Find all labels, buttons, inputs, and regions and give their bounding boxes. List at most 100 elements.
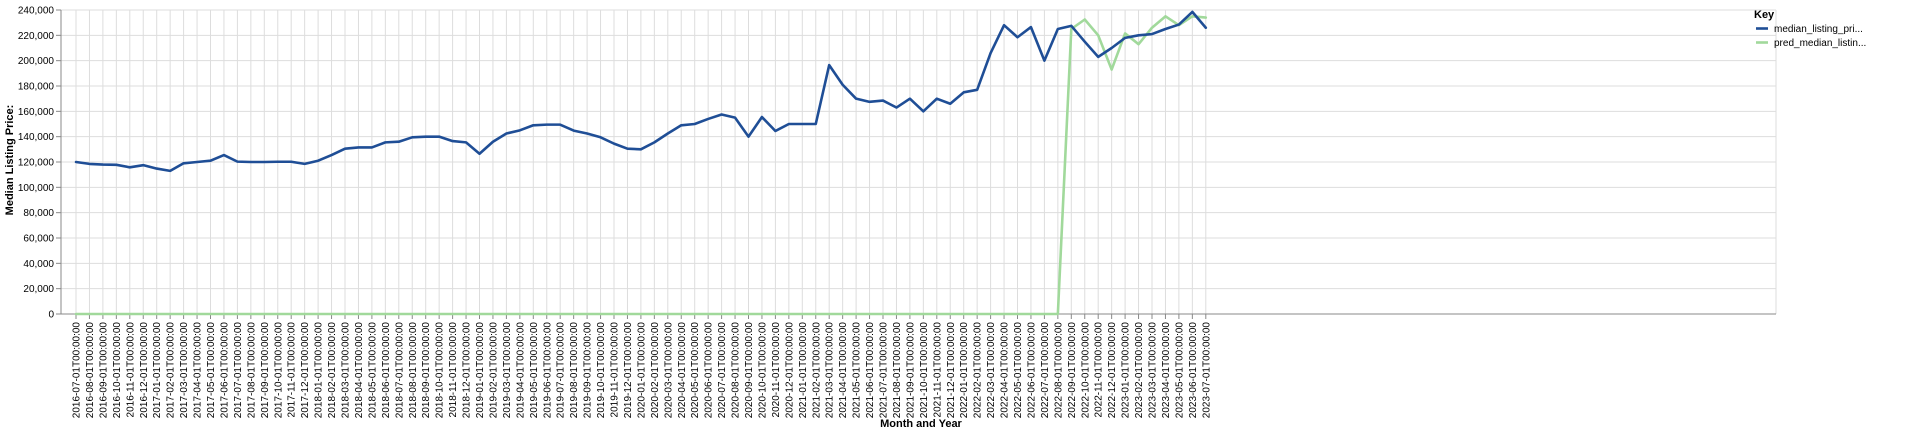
series-line [74, 15, 1208, 316]
series-line [74, 10, 1208, 173]
x-tick-label: 2020-08-01T00:00:00 [731, 322, 742, 419]
x-tick-label: 2021-03-01T00:00:00 [825, 322, 836, 419]
x-tick-label: 2018-05-01T00:00:00 [367, 322, 378, 419]
x-tick-label: 2017-05-01T00:00:00 [206, 322, 217, 419]
y-tick-label: 240,000 [18, 6, 55, 17]
x-tick-label: 2017-10-01T00:00:00 [273, 322, 284, 419]
grid-lines [61, 9, 1777, 315]
x-tick-label: 2023-04-01T00:00:00 [1161, 322, 1172, 419]
x-tick-label: 2023-02-01T00:00:00 [1134, 322, 1145, 419]
x-tick-label: 2019-06-01T00:00:00 [542, 322, 553, 419]
x-axis-title: Month and Year [880, 418, 962, 430]
x-tick-label: 2021-09-01T00:00:00 [905, 322, 916, 419]
x-tick-label: 2016-07-01T00:00:00 [72, 322, 83, 419]
x-tick-label: 2020-10-01T00:00:00 [757, 322, 768, 419]
x-tick-label: 2020-04-01T00:00:00 [677, 322, 688, 419]
x-tick-label: 2019-11-01T00:00:00 [610, 322, 621, 418]
x-tick-label: 2022-05-01T00:00:00 [1013, 322, 1024, 419]
x-tick-label: 2020-07-01T00:00:00 [717, 322, 728, 419]
x-tick-label: 2018-06-01T00:00:00 [381, 322, 392, 419]
x-tick-label: 2019-08-01T00:00:00 [569, 322, 580, 419]
x-tick-label: 2022-10-01T00:00:00 [1080, 322, 1091, 419]
x-tick-label: 2016-09-01T00:00:00 [98, 322, 109, 419]
legend: Key median_listing_pri... pred_median_lis… [1754, 9, 1866, 49]
series-lines [74, 10, 1208, 316]
x-tick-label: 2019-01-01T00:00:00 [475, 322, 486, 419]
x-tick-label: 2021-06-01T00:00:00 [865, 322, 876, 419]
x-tick-label: 2021-05-01T00:00:00 [852, 322, 863, 419]
x-tick-label: 2018-09-01T00:00:00 [421, 322, 432, 419]
x-tick-label: 2021-07-01T00:00:00 [879, 322, 890, 419]
x-tick-label: 2022-07-01T00:00:00 [1040, 322, 1051, 419]
x-tick-label: 2019-04-01T00:00:00 [515, 322, 526, 419]
x-tick-label: 2018-03-01T00:00:00 [341, 322, 352, 419]
x-tick-label: 2021-02-01T00:00:00 [811, 322, 822, 419]
legend-title: Key [1754, 9, 1775, 21]
x-tick-label: 2017-01-01T00:00:00 [152, 322, 163, 419]
x-tick-label: 2022-06-01T00:00:00 [1026, 322, 1037, 419]
x-tick-label: 2019-09-01T00:00:00 [583, 322, 594, 419]
x-tick-label: 2020-05-01T00:00:00 [690, 322, 701, 419]
x-tick-label: 2019-03-01T00:00:00 [502, 322, 513, 419]
x-tick-label: 2017-12-01T00:00:00 [300, 322, 311, 419]
x-tick-label: 2021-10-01T00:00:00 [919, 322, 930, 419]
x-tick-label: 2023-07-01T00:00:00 [1201, 322, 1212, 419]
y-tick-label: 180,000 [18, 82, 55, 93]
x-tick-label: 2021-08-01T00:00:00 [892, 322, 903, 419]
y-tick-label: 60,000 [23, 234, 54, 245]
x-tick-label: 2017-02-01T00:00:00 [166, 322, 177, 419]
y-axis-title: Median Listing Price: [4, 105, 16, 216]
x-tick-label: 2018-08-01T00:00:00 [408, 322, 419, 419]
x-tick-label: 2019-02-01T00:00:00 [488, 322, 499, 419]
x-tick-label: 2020-12-01T00:00:00 [784, 322, 795, 419]
x-tick-label: 2020-09-01T00:00:00 [744, 322, 755, 419]
x-tick-label: 2019-10-01T00:00:00 [596, 322, 607, 419]
y-tick-label: 160,000 [18, 107, 55, 118]
x-tick-label: 2018-02-01T00:00:00 [327, 322, 338, 419]
x-tick-label: 2022-01-01T00:00:00 [959, 322, 970, 419]
x-tick-label: 2017-04-01T00:00:00 [193, 322, 204, 419]
x-tick-label: 2016-10-01T00:00:00 [112, 322, 123, 419]
x-tick-label: 2016-11-01T00:00:00 [125, 322, 136, 418]
x-tick-label: 2023-06-01T00:00:00 [1188, 322, 1199, 419]
x-tick-label: 2021-04-01T00:00:00 [838, 322, 849, 419]
y-tick-label: 80,000 [23, 208, 54, 219]
y-tick-label: 0 [48, 310, 54, 321]
x-tick-label: 2019-07-01T00:00:00 [556, 322, 567, 419]
x-tick-label: 2023-03-01T00:00:00 [1148, 322, 1159, 419]
x-tick-label: 2017-03-01T00:00:00 [179, 322, 190, 419]
y-tick-label: 120,000 [18, 158, 55, 169]
y-tick-label: 20,000 [23, 284, 54, 295]
x-tick-label: 2022-03-01T00:00:00 [986, 322, 997, 419]
x-tick-label: 2017-06-01T00:00:00 [219, 322, 230, 419]
legend-label: pred_median_listin... [1774, 38, 1866, 49]
x-tick-label: 2017-07-01T00:00:00 [233, 322, 244, 419]
x-tick-label: 2018-04-01T00:00:00 [354, 322, 365, 419]
x-tick-label: 2020-02-01T00:00:00 [650, 322, 661, 419]
x-tick-label: 2020-01-01T00:00:00 [636, 322, 647, 419]
y-tick-label: 200,000 [18, 56, 55, 67]
x-tick-label: 2022-02-01T00:00:00 [973, 322, 984, 419]
x-tick-label: 2023-05-01T00:00:00 [1174, 322, 1185, 419]
x-tick-label: 2022-09-01T00:00:00 [1067, 322, 1078, 419]
x-tick-label: 2021-11-01T00:00:00 [932, 322, 943, 418]
x-tick-label: 2018-11-01T00:00:00 [448, 322, 459, 418]
x-tick-label: 2020-03-01T00:00:00 [663, 322, 674, 419]
x-tick-label: 2016-12-01T00:00:00 [139, 322, 150, 419]
x-tick-label: 2022-12-01T00:00:00 [1107, 322, 1118, 419]
x-tick-label: 2022-11-01T00:00:00 [1094, 322, 1105, 418]
x-tick-label: 2023-01-01T00:00:00 [1121, 322, 1132, 419]
x-tick-label: 2022-08-01T00:00:00 [1053, 322, 1064, 419]
x-tick-label: 2016-08-01T00:00:00 [85, 322, 96, 419]
x-tick-label: 2018-10-01T00:00:00 [435, 322, 446, 419]
x-tick-label: 2017-08-01T00:00:00 [246, 322, 257, 419]
x-tick-label: 2021-12-01T00:00:00 [946, 322, 957, 419]
x-tick-label: 2018-07-01T00:00:00 [394, 322, 405, 419]
x-tick-label: 2018-12-01T00:00:00 [462, 322, 473, 419]
y-tick-label: 100,000 [18, 183, 55, 194]
x-tick-label: 2020-06-01T00:00:00 [704, 322, 715, 419]
x-tick-label: 2019-12-01T00:00:00 [623, 322, 634, 419]
y-tick-label: 40,000 [23, 259, 54, 270]
axes: 0 20,000 40,000 60,000 80,000 100,000 120,000 1… [18, 6, 1776, 419]
